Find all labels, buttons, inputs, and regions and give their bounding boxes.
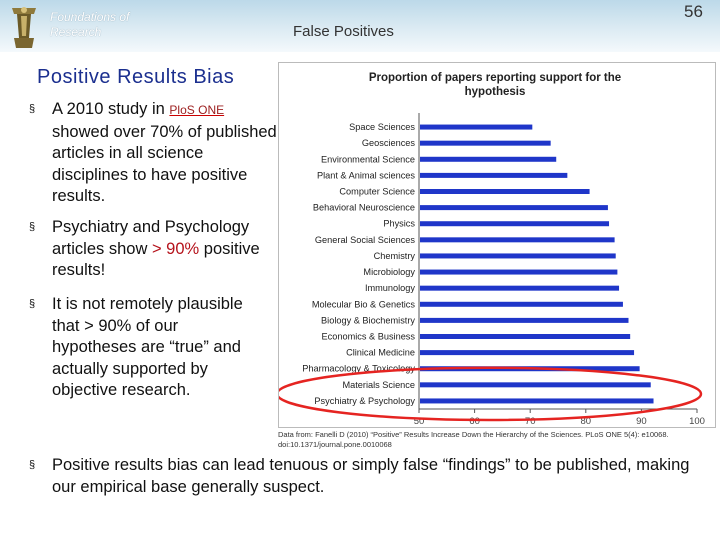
bar xyxy=(420,205,608,211)
category-label: Biology & Biochemistry xyxy=(321,315,415,325)
category-label: Chemistry xyxy=(374,251,416,261)
slide-title: Positive Results Bias xyxy=(37,66,235,88)
chart-citation: Data from: Fanelli D (2010) “Positive” R… xyxy=(278,430,669,449)
course-line-1: Foundations of xyxy=(50,10,130,24)
bar xyxy=(420,253,616,259)
bar xyxy=(420,269,618,275)
bar-chart: Proportion of papers reporting support f… xyxy=(275,62,716,428)
bar xyxy=(420,237,615,243)
course-name: Foundations of Research xyxy=(50,10,129,40)
highlight-ellipse xyxy=(275,366,703,422)
bullet-1: § A 2010 study in PloS ONE showed over 7… xyxy=(29,99,277,208)
bar xyxy=(420,221,610,227)
bar xyxy=(420,140,551,146)
bar xyxy=(420,382,651,388)
bar xyxy=(420,189,590,194)
bar xyxy=(420,334,631,339)
bar xyxy=(420,285,620,291)
bullet-3-text: It is not remotely plausible that > 90% … xyxy=(52,295,243,400)
category-label: Microbiology xyxy=(363,267,415,277)
category-label: Plant & Animal sciences xyxy=(317,170,415,180)
x-tick-label: 70 xyxy=(525,416,536,427)
x-tick-label: 100 xyxy=(689,416,705,427)
bullet-marker: § xyxy=(29,103,36,115)
category-label: Economics & Business xyxy=(322,332,416,342)
x-tick-label: 60 xyxy=(469,416,480,427)
bar xyxy=(420,350,635,356)
category-label: Psychiatry & Psychology xyxy=(314,396,415,406)
bullet-1-text-b: showed over 70% of published articles in… xyxy=(52,122,277,206)
category-label: Clinical Medicine xyxy=(346,348,415,358)
bullet-3: § It is not remotely plausible that > 90… xyxy=(29,294,267,402)
bullet-marker: § xyxy=(29,221,36,233)
bullet-2-text-a: Psychiatry and Psychology articles show xyxy=(52,218,250,258)
bar xyxy=(420,398,654,404)
bullet-2-highlight: > 90% xyxy=(151,239,200,258)
category-label: Behavioral Neuroscience xyxy=(313,203,415,213)
category-label: Materials Science xyxy=(342,380,415,390)
bullet-2-text-b: positive results! xyxy=(52,239,260,280)
category-label: Geosciences xyxy=(362,138,416,148)
bullet-4-text: Positive results bias can lead tenuous o… xyxy=(52,456,690,496)
category-label: General Social Sciences xyxy=(315,235,415,245)
x-tick-label: 50 xyxy=(414,416,425,427)
bullet-2: § Psychiatry and Psychology articles sho… xyxy=(29,217,277,282)
category-label: Molecular Bio & Genetics xyxy=(312,299,416,309)
chart-title-line-2: hypothesis xyxy=(465,86,526,98)
bullet-4: § Positive results bias can lead tenuous… xyxy=(29,455,692,498)
chart-svg: Proportion of papers reporting support f… xyxy=(275,72,705,427)
x-tick-label: 90 xyxy=(636,416,647,427)
category-label: Physics xyxy=(383,219,415,229)
bullet-marker: § xyxy=(29,459,36,471)
page-number: 56 xyxy=(684,2,703,21)
chart-title-line-1: Proportion of papers reporting support f… xyxy=(369,72,621,84)
category-label: Computer Science xyxy=(339,187,415,197)
bar xyxy=(420,156,557,162)
category-label: Immunology xyxy=(365,283,415,293)
header-bar xyxy=(0,0,720,52)
bullet-marker: § xyxy=(29,298,36,310)
x-tick-label: 80 xyxy=(581,416,592,427)
bullet-1-text-a: A 2010 study in xyxy=(52,100,170,118)
bar xyxy=(420,301,623,307)
bar xyxy=(420,124,533,130)
university-logo xyxy=(12,7,36,48)
bar xyxy=(420,317,629,323)
category-label: Space Sciences xyxy=(349,122,415,132)
category-label: Pharmacology & Toxicology xyxy=(302,364,415,374)
bar xyxy=(420,172,568,178)
course-line-2: Research xyxy=(50,25,102,39)
header-title: False Positives xyxy=(293,23,394,40)
category-label: Environmental Science xyxy=(321,154,415,164)
plos-one-link[interactable]: PloS ONE xyxy=(169,103,225,117)
